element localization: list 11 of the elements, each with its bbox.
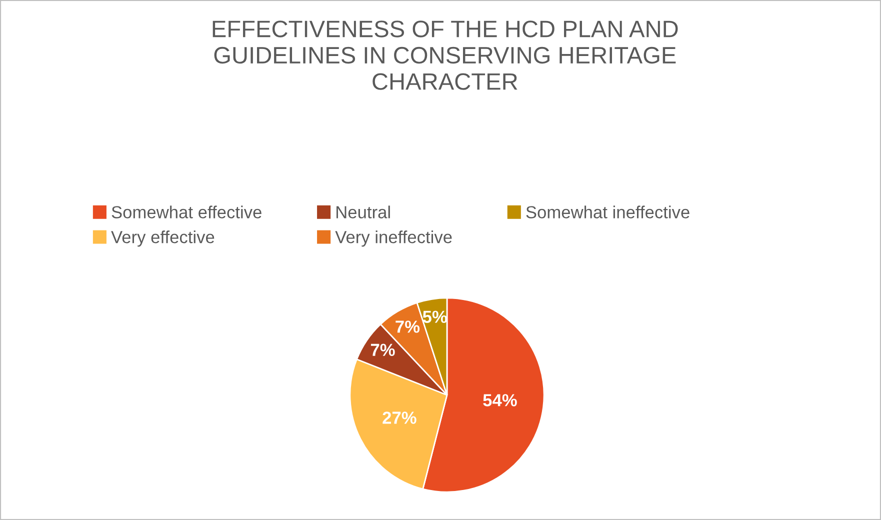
data-label: 27% <box>382 412 416 424</box>
data-label: 7% <box>396 320 420 333</box>
data-label: 7% <box>370 344 395 356</box>
legend-label: Somewhat ineffective <box>526 206 690 218</box>
legend-label: Very ineffective <box>335 230 452 247</box>
legend-label: Somewhat effective <box>112 206 262 218</box>
data-label: 54% <box>483 394 517 406</box>
legend-label: Very effective <box>111 230 214 247</box>
chart-title: EFFECTIVENESS OF THE HCD PLAN AND GUIDELINES IN CONSERVING HERITAGE CHARACTER <box>212 20 678 90</box>
legend-label: Neutral <box>336 206 390 218</box>
data-label: 5% <box>422 310 447 323</box>
